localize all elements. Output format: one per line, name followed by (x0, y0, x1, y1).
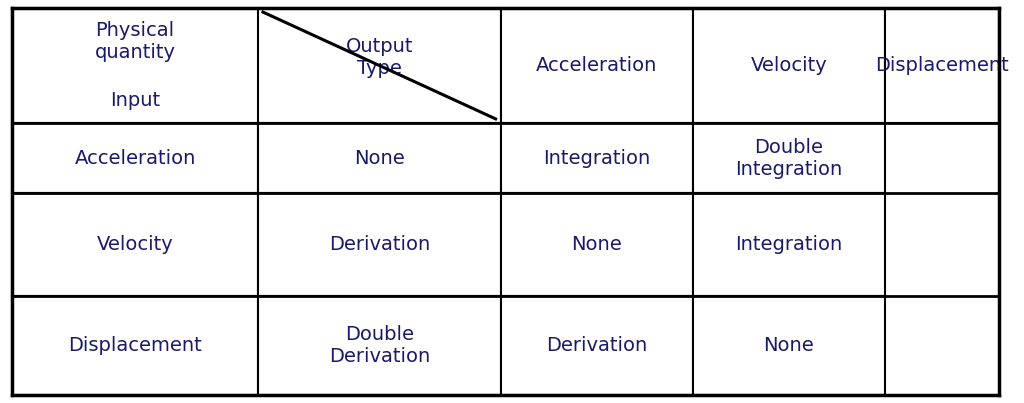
Bar (693, 123, 885, 193)
Text: Input: Input (110, 91, 160, 110)
Bar (258, 193, 501, 296)
Text: None: None (764, 336, 814, 355)
Text: None: None (354, 149, 404, 168)
Text: Output
Type: Output Type (345, 37, 413, 78)
Bar (693, 8, 885, 123)
Bar (693, 193, 885, 296)
Text: Displacement: Displacement (69, 336, 202, 355)
Bar (12, 123, 258, 193)
Text: Derivation: Derivation (546, 336, 647, 355)
Text: Double
Integration: Double Integration (735, 138, 843, 179)
Text: Acceleration: Acceleration (75, 149, 196, 168)
Bar (12, 296, 258, 395)
Text: Displacement: Displacement (876, 56, 1009, 75)
Text: Physical
quantity: Physical quantity (94, 21, 175, 62)
Bar (501, 193, 693, 296)
Bar (258, 123, 501, 193)
Text: Velocity: Velocity (96, 235, 173, 254)
Bar (501, 8, 693, 123)
Text: None: None (571, 235, 623, 254)
Bar (885, 8, 999, 123)
Bar (501, 296, 693, 395)
Text: Velocity: Velocity (751, 56, 827, 75)
Bar (12, 8, 501, 123)
Bar (258, 296, 501, 395)
Text: Acceleration: Acceleration (537, 56, 657, 75)
Text: Derivation: Derivation (329, 235, 430, 254)
Bar (12, 193, 258, 296)
Text: Integration: Integration (543, 149, 650, 168)
Text: Double
Derivation: Double Derivation (329, 325, 430, 366)
Bar (501, 123, 693, 193)
Bar (693, 296, 885, 395)
Text: Integration: Integration (735, 235, 843, 254)
